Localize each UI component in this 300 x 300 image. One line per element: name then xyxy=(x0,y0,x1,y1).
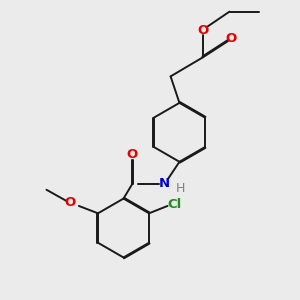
Text: N: N xyxy=(159,177,170,190)
Text: H: H xyxy=(176,182,186,195)
Text: O: O xyxy=(225,32,237,45)
Text: O: O xyxy=(197,24,208,37)
Text: O: O xyxy=(64,196,76,209)
Text: O: O xyxy=(127,148,138,161)
Text: Cl: Cl xyxy=(167,198,181,211)
